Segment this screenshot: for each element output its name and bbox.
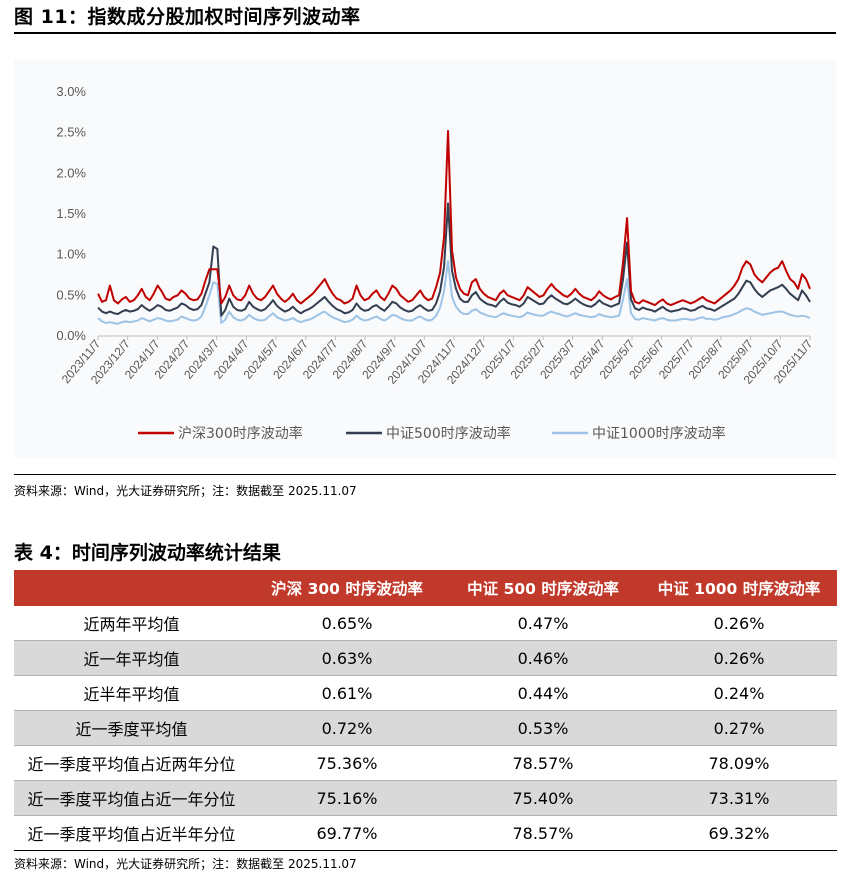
cell-hs300: 0.72% [249,710,445,746]
y-tick-label: 0.5% [56,287,86,302]
legend-label-zz1000: 中证1000时序波动率 [592,425,726,442]
y-tick-label: 1.0% [56,247,86,262]
chart-source-rule [14,474,836,475]
series-line-zz500 [97,202,811,317]
cell-zz500: 0.47% [445,606,641,641]
table-title: 表 4：时间序列波动率统计结果 [14,542,281,564]
cell-zz500: 78.57% [445,815,641,851]
cell-zz500: 78.57% [445,745,641,781]
series-line-zz1000 [97,260,811,325]
cell-zz500: 0.53% [445,710,641,746]
row-label: 近一季度平均值 [14,710,249,746]
table-header-zz500: 中证 500 时序波动率 [445,570,641,606]
cell-zz500: 0.46% [445,640,641,676]
chart-panel [14,60,836,458]
cell-zz1000: 0.26% [641,640,837,676]
cell-hs300: 69.77% [249,815,445,851]
cell-zz500: 75.40% [445,780,641,816]
table-header-zz1000: 中证 1000 时序波动率 [641,570,837,606]
row-label: 近半年平均值 [14,675,249,711]
table-header-hs300: 沪深 300 时序波动率 [249,570,445,606]
y-tick-label: 2.5% [56,125,86,140]
cell-zz1000: 0.24% [641,675,837,711]
row-label: 近两年平均值 [14,606,249,641]
table-row: 近一季度平均值占近半年分位 69.77% 78.57% 69.32% [14,815,837,851]
cell-hs300: 75.36% [249,745,445,781]
cell-zz1000: 78.09% [641,745,837,781]
row-label: 近一年平均值 [14,640,249,676]
table-row: 近一季度平均值占近两年分位 75.36% 78.57% 78.09% [14,745,837,781]
table-header-blank [14,570,249,606]
cell-zz1000: 0.26% [641,606,837,641]
table-header-row: 沪深 300 时序波动率 中证 500 时序波动率 中证 1000 时序波动率 [14,570,837,606]
cell-hs300: 0.65% [249,606,445,641]
table-row: 近一季度平均值占近一年分位 75.16% 75.40% 73.31% [14,780,837,816]
legend-label-hs300: 沪深300时序波动率 [178,425,303,442]
cell-hs300: 75.16% [249,780,445,816]
row-label: 近一季度平均值占近一年分位 [14,780,249,816]
x-axis: 2023/11/72023/12/72024/1/72024/2/72024/3… [59,336,816,387]
legend-label-zz500: 中证500时序波动率 [386,425,511,442]
table-source: 资料来源：Wind，光大证券研究所；注：数据截至 2025.11.07 [14,857,357,871]
figure-title: 图 11：指数成分股加权时间序列波动率 [14,6,361,28]
row-label: 近一季度平均值占近半年分位 [14,815,249,851]
cell-zz1000: 0.27% [641,710,837,746]
cell-zz1000: 73.31% [641,780,837,816]
legend: 沪深300时序波动率 中证500时序波动率 中证1000时序波动率 [138,425,726,442]
volatility-line-chart: 0.0% 0.5% 1.0% 1.5% 2.0% 2.5% 3.0% 2023/11/720… [56,84,816,442]
stats-table: 沪深 300 时序波动率 中证 500 时序波动率 中证 1000 时序波动率 … [14,570,837,851]
table-row: 近一季度平均值 0.72% 0.53% 0.27% [14,710,837,746]
y-tick-label: 0.0% [56,328,86,343]
cell-hs300: 0.61% [249,675,445,711]
series-lines [97,130,811,325]
table-row: 近两年平均值 0.65% 0.47% 0.26% [14,606,837,641]
table-row: 近半年平均值 0.61% 0.44% 0.24% [14,675,837,711]
y-axis: 0.0% 0.5% 1.0% 1.5% 2.0% 2.5% 3.0% [56,84,86,343]
row-label: 近一季度平均值占近两年分位 [14,745,249,781]
y-tick-label: 2.0% [56,165,86,180]
cell-hs300: 0.63% [249,640,445,676]
title-rule [14,32,836,34]
cell-zz1000: 69.32% [641,815,837,851]
y-tick-label: 3.0% [56,84,86,99]
chart-source: 资料来源：Wind，光大证券研究所；注：数据截至 2025.11.07 [14,484,357,498]
table-row: 近一年平均值 0.63% 0.46% 0.26% [14,640,837,676]
cell-zz500: 0.44% [445,675,641,711]
series-line-hs300 [97,130,811,307]
y-tick-label: 1.5% [56,206,86,221]
